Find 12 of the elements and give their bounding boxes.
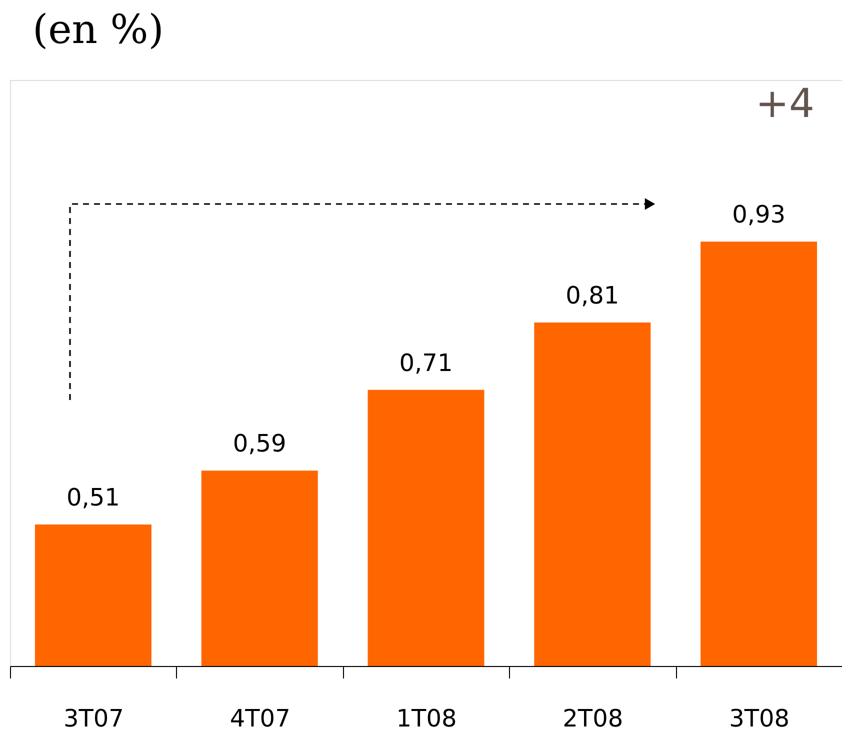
- data-label: 0,59: [232, 430, 286, 458]
- chart-title: (en %): [32, 7, 164, 53]
- x-tick-label: 3T08: [729, 704, 790, 730]
- data-label: 0,93: [732, 200, 786, 229]
- annotation: +4: [756, 81, 814, 127]
- data-label: 0,81: [566, 281, 620, 310]
- x-tick-label: 1T08: [396, 704, 457, 730]
- x-tick-label: 2T08: [562, 704, 624, 730]
- data-label: 0,51: [66, 484, 120, 512]
- x-tick-label: 3T07: [63, 704, 124, 730]
- data-label: 0,71: [399, 348, 453, 377]
- x-tick-label: 4T07: [230, 704, 290, 730]
